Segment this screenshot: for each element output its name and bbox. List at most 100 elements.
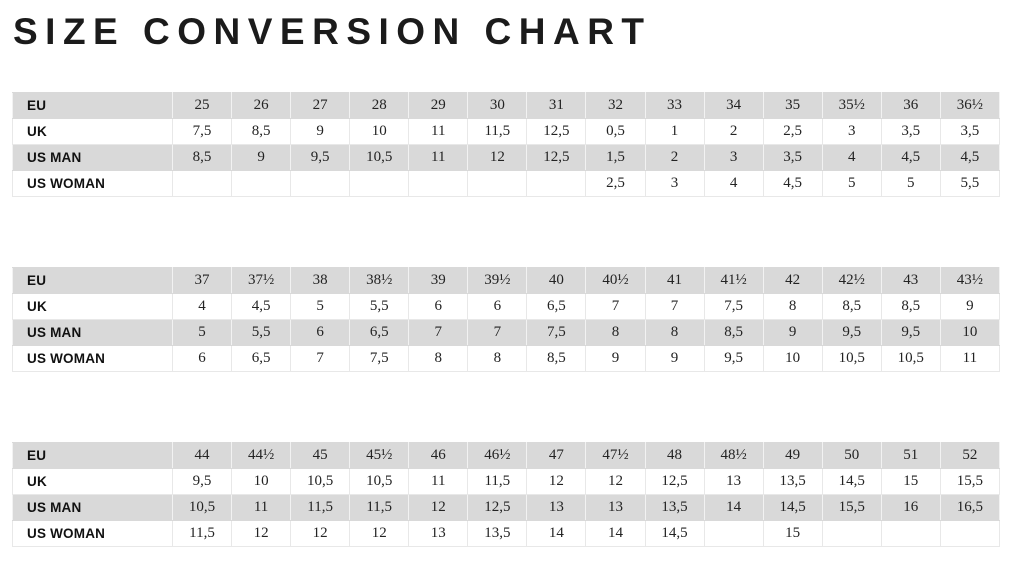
size-cell: 13 [585, 494, 646, 521]
size-cell: 10 [762, 345, 823, 372]
size-cell: 9 [231, 144, 292, 171]
table-row: UK 9,5 10 10,5 10,5 11 11,5 12 12 12,5 13 13,5 14,5 1… [12, 468, 1001, 495]
size-cell: 8,5 [171, 144, 233, 171]
size-cell: 9,5 [290, 144, 351, 171]
size-cell: 8 [585, 319, 646, 346]
table-row: US MAN 10,5 11 11,5 11,5 12 12,5 13 13 13,5 14 14,5… [12, 494, 1001, 521]
size-cell: 3 [821, 118, 882, 145]
row-label-eu: EU [12, 92, 173, 119]
size-cell: 7 [467, 319, 528, 346]
table-row: US MAN 5 5,5 6 6,5 7 7 7,5 8 8 8,5 9 9,5 9,5 10 [12, 319, 1001, 346]
size-cell: 48½ [703, 442, 764, 469]
size-cell [467, 170, 528, 197]
row-label-us-man: US MAN [12, 494, 173, 521]
size-cell [526, 170, 587, 197]
row-label-uk: UK [12, 118, 173, 145]
size-cell: 5 [290, 293, 351, 320]
size-cell: 7 [408, 319, 469, 346]
size-cell: 32 [585, 92, 646, 119]
size-cell: 30 [467, 92, 528, 119]
table-row: US WOMAN 6 6,5 7 7,5 8 8 8,5 9 9 9,5 10 10,5 10,5 11 [12, 345, 1001, 372]
size-cell: 6 [467, 293, 528, 320]
size-cell: 35 [762, 92, 823, 119]
size-cell: 31 [526, 92, 587, 119]
size-cell: 4,5 [939, 144, 1001, 171]
size-cell: 47 [526, 442, 587, 469]
size-cell: 29 [408, 92, 469, 119]
size-cell: 39 [408, 267, 469, 294]
size-cell: 6,5 [349, 319, 410, 346]
size-cell: 5 [821, 170, 882, 197]
size-cell: 37 [171, 267, 233, 294]
size-cell: 8,5 [880, 293, 941, 320]
table-row: EU 25 26 27 28 29 30 31 32 33 34 35 35½ 36 36½ [12, 92, 1001, 119]
size-cell: 13 [408, 520, 469, 547]
size-cell [880, 520, 941, 547]
size-cell: 12,5 [467, 494, 528, 521]
size-cell: 11,5 [349, 494, 410, 521]
size-cell: 33 [644, 92, 705, 119]
size-cell: 7,5 [171, 118, 233, 145]
size-cell: 3,5 [939, 118, 1001, 145]
size-cell: 9 [585, 345, 646, 372]
size-cell: 26 [231, 92, 292, 119]
size-cell: 27 [290, 92, 351, 119]
table-row: US MAN 8,5 9 9,5 10,5 11 12 12,5 1,5 2 3 3,5 4 4,5 4,5 [12, 144, 1001, 171]
size-cell: 12 [585, 468, 646, 495]
size-cell: 8 [408, 345, 469, 372]
size-cell: 13,5 [644, 494, 705, 521]
size-table: EU 44 44½ 45 45½ 46 46½ 47 47½ 48 48½ 49 50 51 52 UK 9,5… [12, 442, 1001, 547]
row-label-uk: UK [12, 468, 173, 495]
size-cell: 40½ [585, 267, 646, 294]
size-cell: 10 [349, 118, 410, 145]
size-cell: 4 [821, 144, 882, 171]
size-cell: 11,5 [290, 494, 351, 521]
size-cell: 11 [408, 144, 469, 171]
size-cell: 38½ [349, 267, 410, 294]
size-cell: 9,5 [703, 345, 764, 372]
size-cell: 12,5 [644, 468, 705, 495]
row-label-eu: EU [12, 442, 173, 469]
size-cell: 51 [880, 442, 941, 469]
size-cell: 4,5 [231, 293, 292, 320]
size-cell: 15 [880, 468, 941, 495]
size-cell: 6 [408, 293, 469, 320]
size-cell: 15 [762, 520, 823, 547]
row-label-eu: EU [12, 267, 173, 294]
size-cell [703, 520, 764, 547]
size-cell [821, 520, 882, 547]
size-cell: 10,5 [821, 345, 882, 372]
size-cell: 6,5 [526, 293, 587, 320]
size-cell: 46 [408, 442, 469, 469]
size-cell: 3 [703, 144, 764, 171]
size-cell: 14,5 [821, 468, 882, 495]
size-cell: 10,5 [290, 468, 351, 495]
row-label-us-woman: US WOMAN [12, 170, 173, 197]
size-cell: 10 [231, 468, 292, 495]
size-cell: 12,5 [526, 118, 587, 145]
size-cell: 2,5 [762, 118, 823, 145]
size-cell: 8,5 [526, 345, 587, 372]
size-cell: 12 [290, 520, 351, 547]
table-row: US WOMAN 2,5 3 4 4,5 5 5 5,5 [12, 170, 1001, 197]
size-cell: 7,5 [526, 319, 587, 346]
size-cell: 14 [585, 520, 646, 547]
table-row: EU 37 37½ 38 38½ 39 39½ 40 40½ 41 41½ 42 42½ 43 43½ [12, 267, 1001, 294]
size-cell [231, 170, 292, 197]
size-cell: 36 [880, 92, 941, 119]
size-cell: 34 [703, 92, 764, 119]
size-cell: 2,5 [585, 170, 646, 197]
size-cell: 10,5 [349, 468, 410, 495]
size-cell: 2 [644, 144, 705, 171]
size-cell: 12,5 [526, 144, 587, 171]
size-cell: 9,5 [880, 319, 941, 346]
size-cell: 7 [290, 345, 351, 372]
size-cell: 9 [290, 118, 351, 145]
size-cell: 4 [171, 293, 233, 320]
size-cell: 11 [939, 345, 1001, 372]
size-table: EU 25 26 27 28 29 30 31 32 33 34 35 35½ 36 36½ UK 7,5 8,5… [12, 92, 1001, 197]
size-cell: 15,5 [939, 468, 1001, 495]
size-cell [408, 170, 469, 197]
size-cell: 11 [408, 468, 469, 495]
size-cell: 7 [585, 293, 646, 320]
